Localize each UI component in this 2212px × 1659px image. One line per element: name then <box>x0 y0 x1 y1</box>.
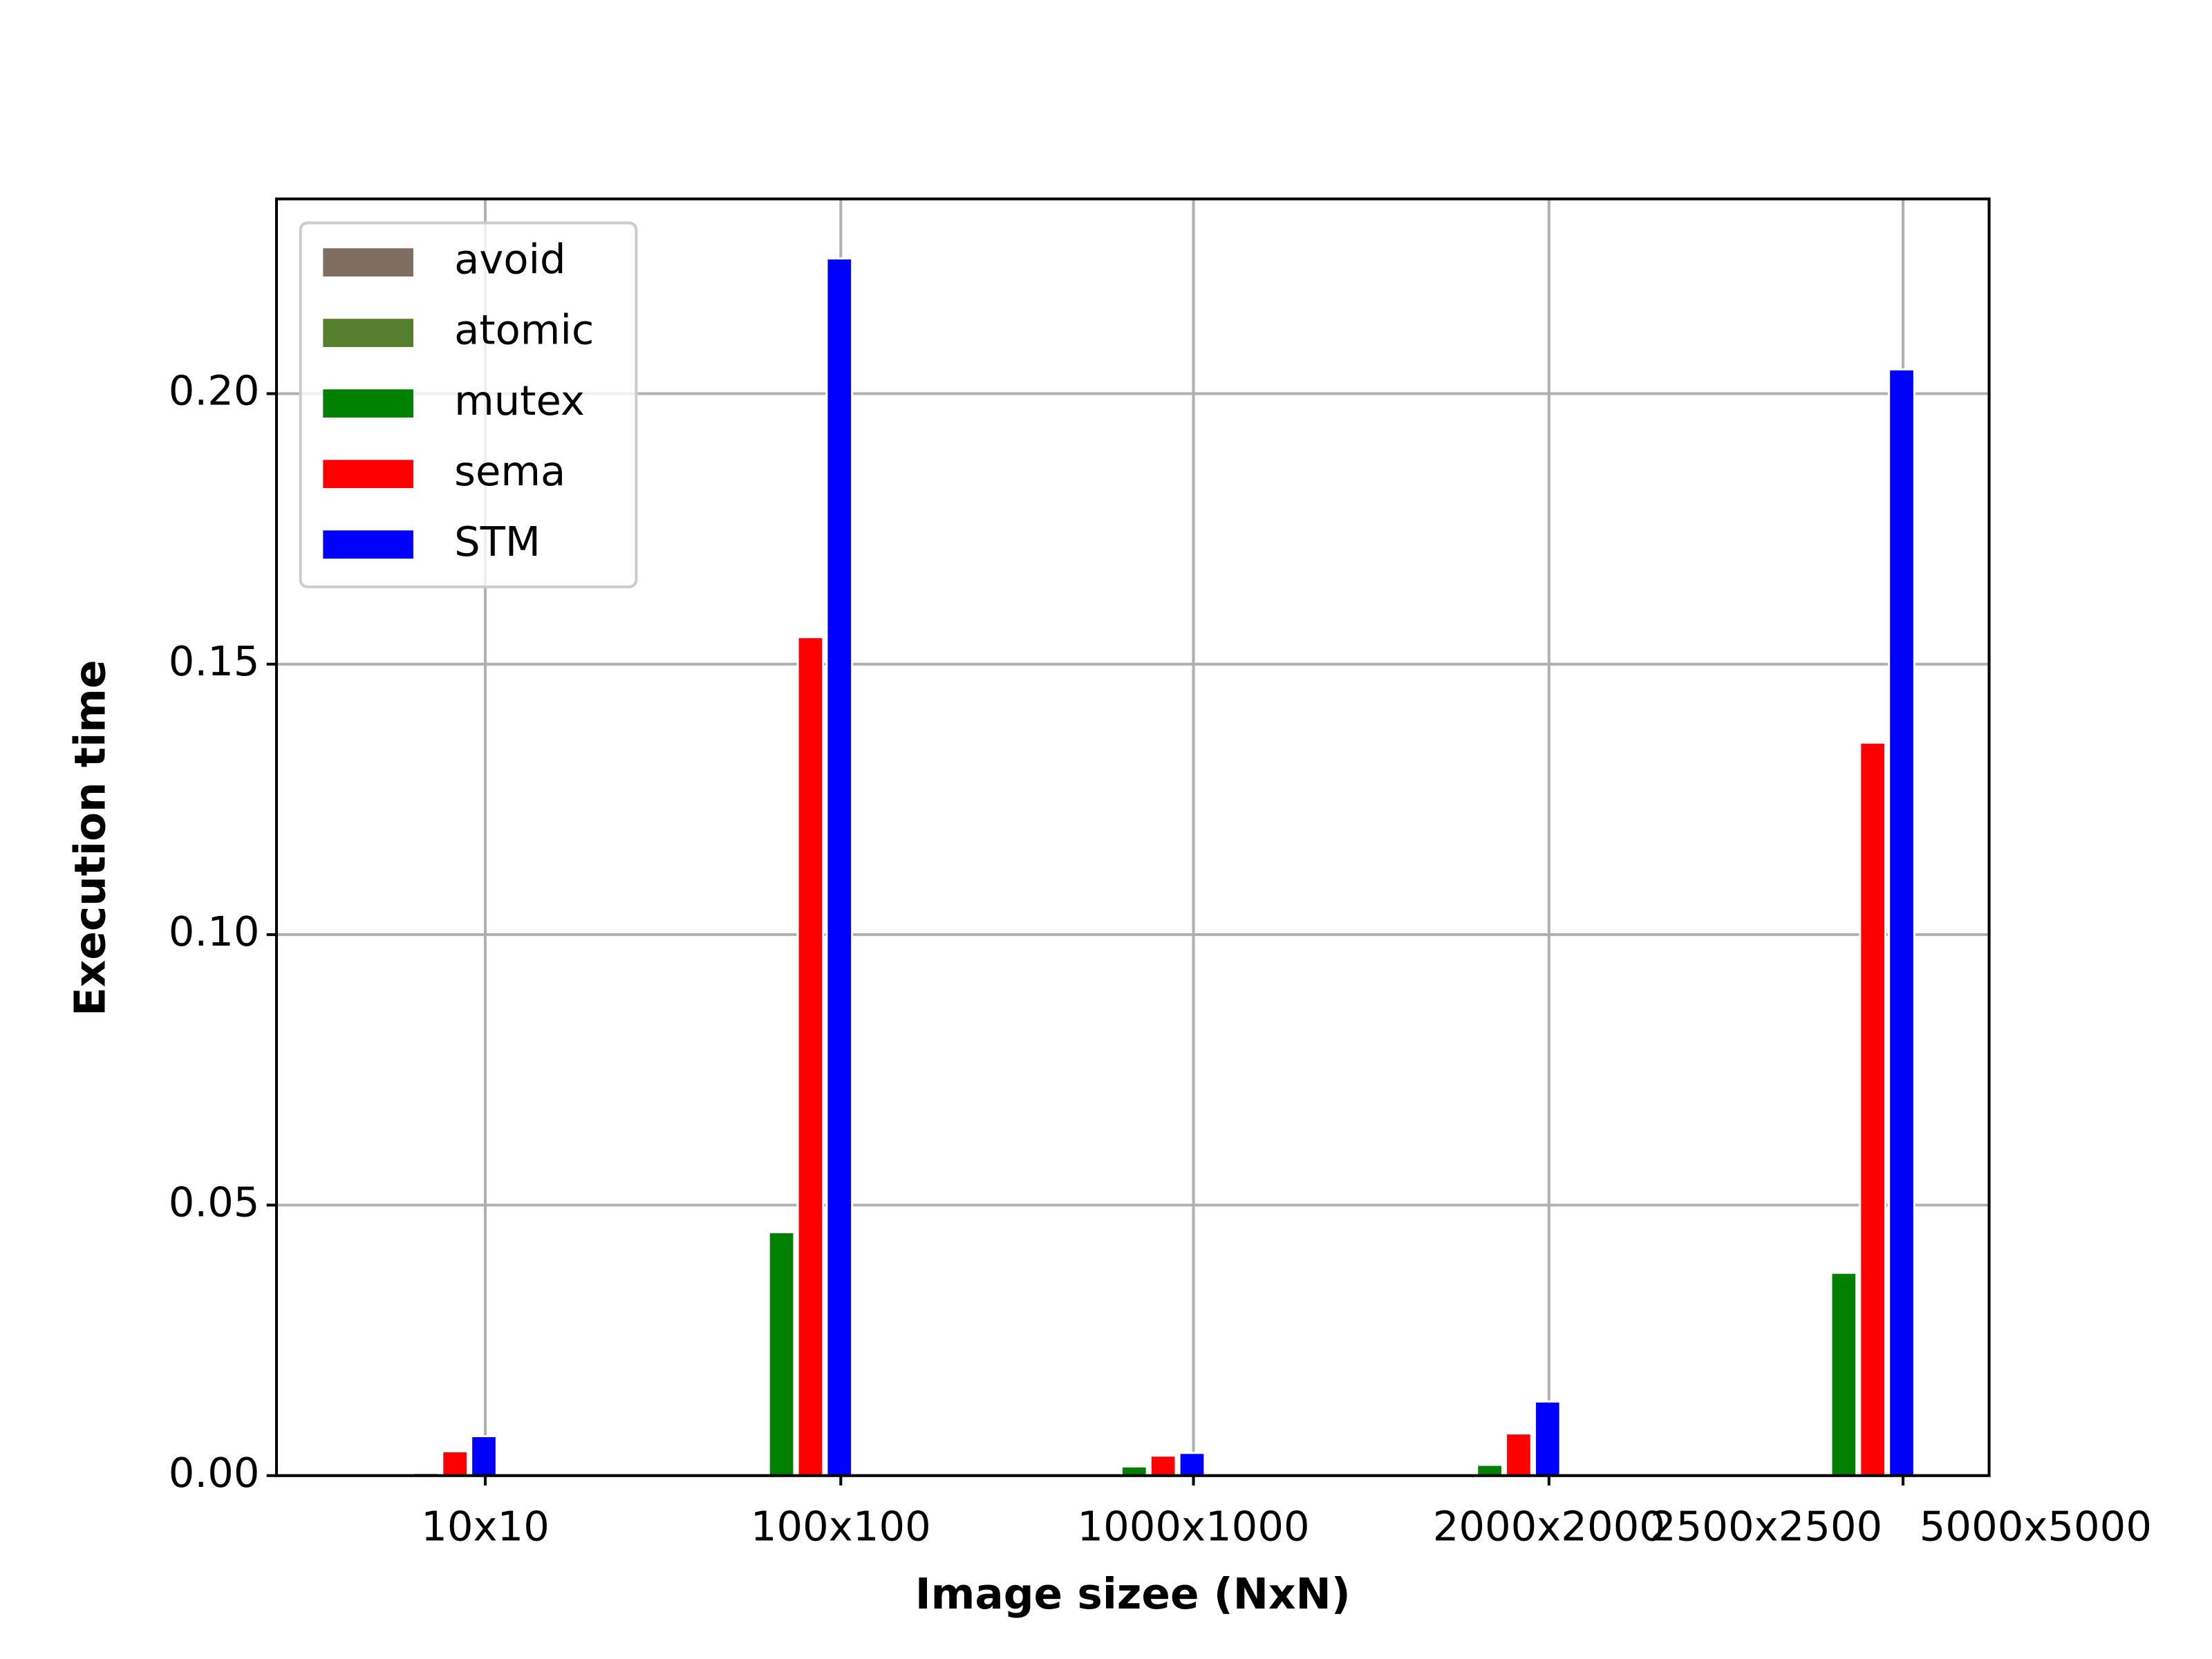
bar <box>767 1230 796 1477</box>
legend-swatch <box>323 460 413 489</box>
x-tick-label: 2000x2000 <box>1433 1502 1665 1550</box>
x-tick-label: 100x100 <box>751 1502 931 1550</box>
y-tick-label: 0.10 <box>169 908 260 955</box>
bar <box>441 1450 469 1477</box>
x-tick-label: 10x10 <box>421 1502 550 1550</box>
y-tick-label: 0.00 <box>169 1449 260 1497</box>
bar <box>796 636 825 1477</box>
legend-label: atomic <box>454 306 594 354</box>
y-axis-label: Execution time <box>66 660 115 1016</box>
legend-swatch <box>323 530 413 559</box>
y-tick-label: 0.05 <box>169 1179 260 1226</box>
legend-swatch <box>323 389 413 418</box>
bar <box>470 1435 498 1477</box>
bar <box>1149 1454 1177 1477</box>
legend-label: sema <box>454 447 565 495</box>
x-tick-label: 2500x2500 <box>1650 1502 1882 1550</box>
bar <box>1505 1432 1533 1477</box>
y-tick-label: 0.20 <box>169 367 260 415</box>
bar <box>1533 1400 1562 1477</box>
legend-label: STM <box>454 518 541 565</box>
legend-swatch <box>323 319 413 348</box>
bar <box>1476 1463 1503 1477</box>
bar <box>1888 368 1915 1477</box>
bar <box>825 257 854 1477</box>
x-tick-label: 5000x5000 <box>1920 1502 2152 1550</box>
bar <box>1178 1452 1206 1477</box>
legend-swatch <box>323 248 413 276</box>
plot-frame <box>274 197 1991 1477</box>
x-axis-label: Image sizee (NxN) <box>915 1570 1351 1619</box>
bar <box>1859 741 1887 1477</box>
bar <box>1830 1271 1858 1477</box>
legend-box <box>299 221 638 589</box>
legend-label: mutex <box>454 377 585 424</box>
legend-label: avoid <box>454 236 565 283</box>
x-tick-label: 1000x1000 <box>1077 1502 1309 1550</box>
y-tick-label: 0.15 <box>169 637 260 685</box>
